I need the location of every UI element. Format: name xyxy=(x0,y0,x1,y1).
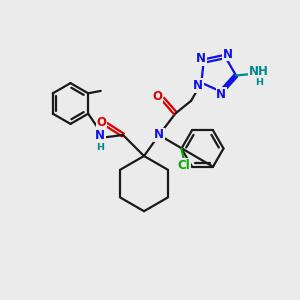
Text: N: N xyxy=(196,52,206,65)
Text: N: N xyxy=(193,79,203,92)
Text: N: N xyxy=(223,48,233,61)
Text: N: N xyxy=(154,128,164,142)
Text: N: N xyxy=(95,129,105,142)
Text: H: H xyxy=(96,142,104,152)
Text: O: O xyxy=(152,89,163,103)
Text: H: H xyxy=(255,78,263,87)
Text: O: O xyxy=(96,116,106,129)
Text: Cl: Cl xyxy=(178,159,190,172)
Text: N: N xyxy=(216,88,226,100)
Text: NH: NH xyxy=(249,65,269,78)
